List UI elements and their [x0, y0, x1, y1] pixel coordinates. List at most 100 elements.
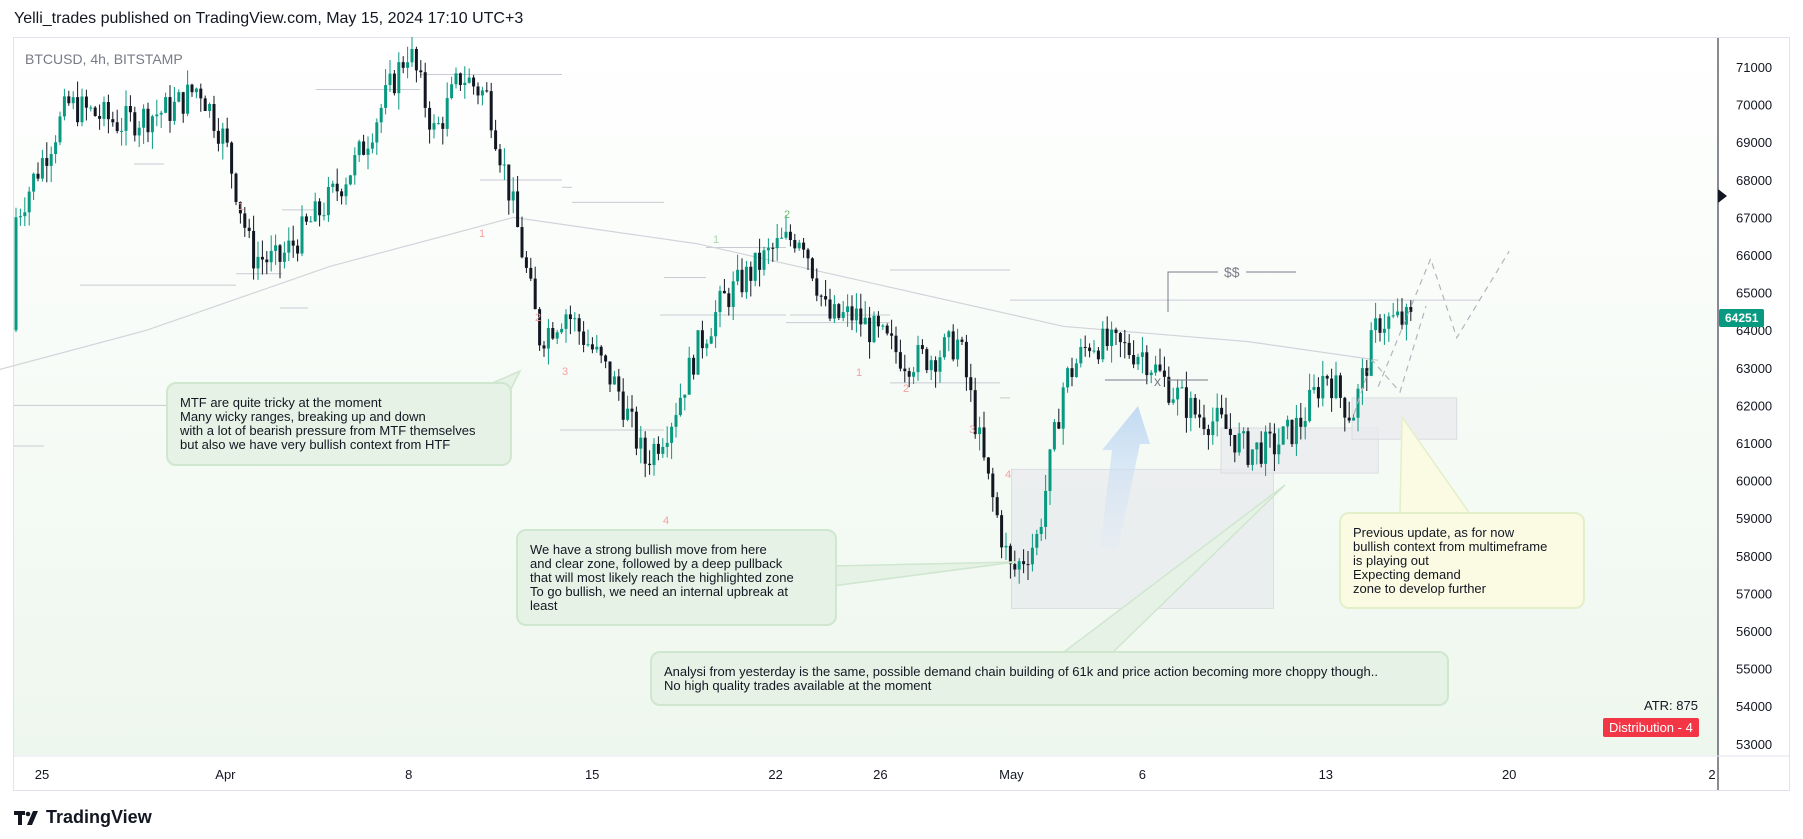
candle-body	[1061, 387, 1065, 429]
candle-body	[199, 88, 203, 99]
candle-body	[797, 242, 801, 249]
candle-body	[89, 107, 93, 109]
candle-body	[1387, 316, 1391, 329]
candle-body	[1092, 350, 1096, 352]
candle-body	[608, 361, 612, 385]
candle-body	[216, 130, 220, 144]
candle-body	[274, 245, 278, 251]
candle-body	[604, 355, 608, 362]
candle-body	[1110, 329, 1114, 347]
candle-body	[555, 332, 559, 339]
count-label: 1	[238, 201, 244, 213]
candle-body	[1316, 387, 1320, 399]
time-tick: 25	[35, 767, 49, 782]
candle-body	[736, 269, 740, 282]
candle-body	[824, 296, 828, 300]
candle-body	[1334, 375, 1338, 399]
candle-body	[665, 442, 669, 447]
candle-body	[1206, 429, 1210, 436]
candle-body	[1101, 328, 1105, 360]
candle-body	[731, 281, 735, 308]
candle-body	[1215, 407, 1219, 422]
candle-body	[27, 191, 31, 213]
candle-body	[749, 266, 753, 281]
candle-body	[1180, 387, 1184, 389]
candle-body	[1286, 419, 1290, 427]
candle-body	[758, 252, 762, 270]
candle-body	[489, 91, 493, 131]
candle-body	[573, 318, 577, 320]
candle-body	[375, 122, 379, 143]
price-tick: 53000	[1736, 737, 1772, 752]
candle-body	[335, 183, 339, 192]
candle-body	[969, 377, 973, 391]
candle-body	[1096, 350, 1100, 360]
candle-body	[520, 227, 524, 258]
candle-body	[771, 247, 775, 249]
candle-body	[1321, 375, 1325, 399]
note-analysis[interactable]: Analysi from yesterday is the same, poss…	[650, 651, 1449, 706]
candle-body	[252, 230, 256, 269]
price-tick: 62000	[1736, 398, 1772, 413]
candle-body	[1330, 378, 1334, 399]
candle-body	[287, 240, 291, 253]
note-bullish-move[interactable]: We have a strong bullish move from here …	[516, 529, 837, 626]
candle-body	[1246, 431, 1250, 465]
candle-body	[80, 96, 84, 123]
candle-body	[1074, 363, 1078, 378]
tradingview-logo[interactable]: TradingView	[14, 807, 152, 828]
candle-body	[450, 84, 454, 99]
candle-body	[1224, 414, 1228, 429]
candle-body	[705, 343, 709, 349]
candle-body	[388, 73, 392, 86]
candle-body	[410, 48, 414, 63]
candle-body	[1004, 545, 1008, 548]
candle-body	[846, 306, 850, 313]
count-label: 4	[663, 515, 669, 527]
price-tick: 71000	[1736, 60, 1772, 75]
price-tick: 55000	[1736, 662, 1772, 677]
candle-body	[1338, 375, 1342, 398]
candle-body	[894, 335, 898, 353]
candle-body	[1083, 346, 1087, 348]
candle-body	[982, 427, 986, 458]
count-label: 1	[479, 228, 485, 240]
candle-body	[1382, 328, 1386, 333]
note-previous-update[interactable]: Previous update, as for now bullish cont…	[1339, 512, 1585, 609]
candle-body	[802, 242, 806, 250]
note-mtf[interactable]: MTF are quite tricky at the moment Many …	[166, 382, 512, 466]
projection-path	[1377, 250, 1510, 387]
candle-body	[524, 257, 528, 268]
candle-body	[1158, 364, 1162, 371]
candle-body	[362, 141, 366, 155]
candle-body	[485, 90, 489, 92]
price-tick: 65000	[1736, 286, 1772, 301]
candle-body	[98, 115, 102, 119]
candle-body	[661, 446, 665, 454]
candle-body	[1290, 419, 1294, 445]
price-tick: 63000	[1736, 361, 1772, 376]
candle-body	[414, 48, 418, 71]
candle-body	[1264, 431, 1268, 464]
candle-body	[1149, 372, 1153, 376]
candle-body	[454, 73, 458, 85]
candle-body	[212, 103, 216, 131]
cross-label: x	[1154, 373, 1161, 389]
time-axis-ticks: 25 Apr 8 15 22 26 May 6 13 20 2	[35, 767, 1716, 782]
publish-header: Yelli_trades published on TradingView.co…	[14, 10, 524, 27]
candle-body	[692, 357, 696, 375]
candle-body	[885, 325, 889, 334]
candle-body	[876, 315, 880, 327]
candle-body	[124, 106, 128, 131]
candle-body	[120, 130, 124, 132]
candle-body	[788, 231, 792, 241]
candle-body	[67, 96, 71, 104]
candle-body	[458, 73, 462, 86]
candle-body	[674, 415, 678, 427]
candle-body	[14, 217, 18, 331]
candle-body	[168, 97, 172, 121]
current-price-marker-icon	[1718, 189, 1727, 203]
chart-frame[interactable]	[13, 37, 1790, 791]
candle-body	[1008, 545, 1012, 565]
